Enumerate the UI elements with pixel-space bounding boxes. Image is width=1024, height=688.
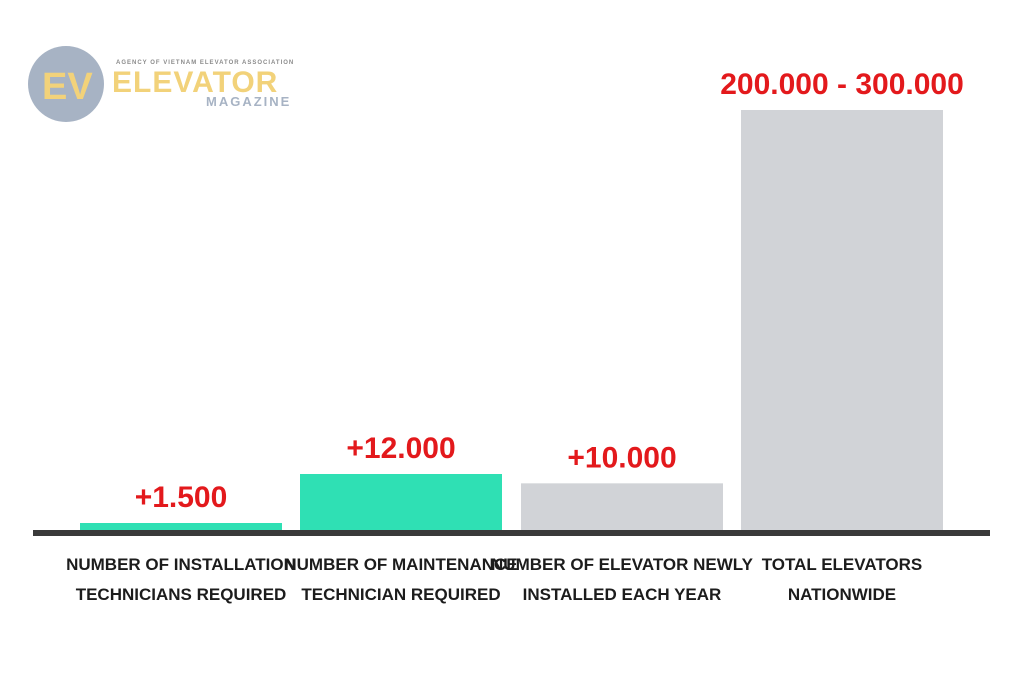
value-label-3: +10.000 bbox=[567, 441, 676, 474]
category-label-4-line-1: TOTAL ELEVATORS bbox=[762, 555, 923, 574]
category-label-4-line-2: NATIONWIDE bbox=[788, 585, 896, 604]
logo-association-text: AGENCY OF VIETNAM ELEVATOR ASSOCIATION bbox=[116, 60, 294, 66]
bar-3 bbox=[521, 483, 723, 530]
bar-4 bbox=[741, 110, 943, 530]
category-label-3-line-2: INSTALLED EACH YEAR bbox=[523, 585, 722, 604]
value-label-1: +1.500 bbox=[135, 481, 228, 514]
logo-initials: EV bbox=[42, 66, 93, 108]
category-labels: NUMBER OF INSTALLATION TECHNICIANS REQUIR… bbox=[66, 555, 922, 604]
bar-2 bbox=[300, 474, 502, 530]
category-label-3-line-1: NUMBER OF ELEVATOR NEWLY bbox=[491, 555, 754, 574]
category-label-1-line-1: NUMBER OF INSTALLATION bbox=[66, 555, 296, 574]
value-label-4: 200.000 - 300.000 bbox=[720, 68, 964, 101]
logo-circle bbox=[28, 46, 104, 122]
category-label-2-line-1: NUMBER OF MAINTENANCE bbox=[284, 555, 517, 574]
logo-title: ELEVATOR bbox=[112, 66, 278, 99]
category-label-1-line-2: TECHNICIANS REQUIRED bbox=[76, 585, 287, 604]
bar-1 bbox=[80, 523, 282, 530]
value-labels: +1.500 +12.000 +10.000 200.000 - 300.000 bbox=[135, 68, 964, 514]
value-label-2: +12.000 bbox=[346, 432, 455, 465]
elevator-magazine-logo: EV AGENCY OF VIETNAM ELEVATOR ASSOCIATIO… bbox=[28, 46, 294, 122]
category-label-2-line-2: TECHNICIAN REQUIRED bbox=[301, 585, 500, 604]
bars bbox=[80, 110, 943, 530]
logo-subtitle: MAGAZINE bbox=[206, 94, 291, 109]
